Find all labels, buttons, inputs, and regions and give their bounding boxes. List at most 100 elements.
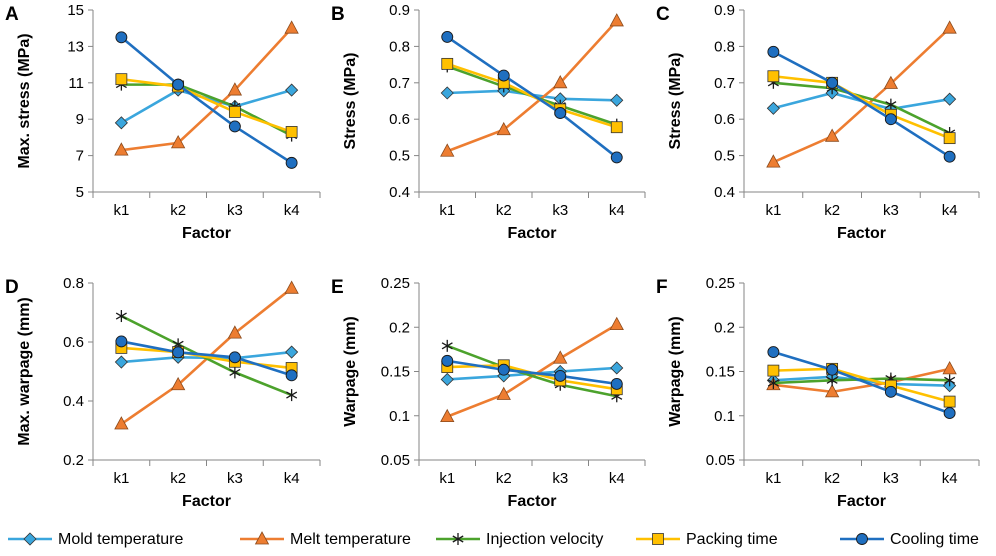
series-line — [120, 36, 293, 164]
y-tick-label: 0.2 — [389, 319, 410, 336]
x-tick-label: k3 — [552, 202, 568, 219]
legend-marker — [254, 531, 270, 545]
x-tick-label: k3 — [883, 202, 899, 219]
data-point — [440, 408, 455, 423]
series-line — [772, 27, 951, 164]
data-point — [883, 75, 899, 89]
data-point — [767, 377, 779, 390]
series-cooling-time — [115, 335, 298, 382]
x-tick-label: k2 — [170, 202, 186, 219]
data-point — [115, 31, 128, 44]
legend-label: Melt temperature — [290, 531, 411, 548]
data-point — [440, 372, 454, 387]
data-point — [943, 150, 956, 163]
data-point — [170, 376, 186, 391]
y-tick-label: 0.5 — [389, 148, 410, 165]
data-point — [229, 366, 241, 379]
panel-letter: C — [656, 4, 670, 25]
data-point — [285, 83, 299, 97]
series-line — [772, 350, 951, 415]
data-point — [441, 30, 454, 43]
y-axis-title: Warpage (mm) — [667, 316, 684, 427]
y-tick-label: 0.9 — [389, 2, 410, 19]
data-point — [824, 384, 840, 398]
data-point — [285, 126, 298, 138]
data-point — [826, 363, 839, 376]
y-axis-title: Warpage (mm) — [342, 316, 359, 427]
x-tick-label: k1 — [765, 202, 781, 219]
x-tick-label: k1 — [439, 470, 455, 487]
y-axis-title: Max. warpage (mm) — [16, 297, 33, 445]
y-tick-label: 0.05 — [381, 452, 410, 469]
data-point — [609, 13, 624, 27]
y-tick-label: 7 — [76, 148, 84, 165]
x-axis-title: Factor — [182, 493, 231, 510]
data-point — [610, 121, 623, 134]
data-point — [610, 93, 624, 107]
legend-item-cooling-time: Cooling time — [840, 531, 979, 548]
data-point — [824, 128, 840, 142]
x-tick-label: k1 — [113, 470, 129, 487]
panel-d: D 0.2 0.4 0.6 0.8 k1 k2 k3 k4 Factor Max. warpage … — [5, 275, 321, 510]
x-tick-label: k4 — [609, 202, 625, 219]
panel-letter: D — [5, 277, 19, 298]
series-cooling-time — [767, 45, 956, 163]
data-point — [227, 325, 243, 339]
x-tick-label: k4 — [284, 202, 300, 219]
data-point — [285, 156, 298, 169]
data-point — [942, 20, 957, 34]
data-point — [497, 69, 510, 82]
series-line — [446, 62, 618, 129]
data-point — [170, 135, 186, 149]
y-tick-label: 0.25 — [381, 275, 410, 292]
data-point — [285, 345, 299, 359]
data-point — [227, 82, 243, 96]
data-point — [943, 92, 957, 106]
y-tick-label: 0.25 — [706, 275, 735, 292]
series-line — [446, 20, 618, 153]
data-point — [172, 346, 185, 359]
data-point — [554, 369, 567, 382]
legend-item-melt-temperature: Melt temperature — [240, 531, 411, 548]
panel-f: F 0.05 0.1 0.15 0.2 0.25 k1 k2 k3 k4 Factor Warpage… — [656, 275, 980, 510]
series-line — [446, 344, 618, 398]
data-point — [286, 389, 298, 402]
x-axis-title: Factor — [837, 493, 886, 510]
y-axis-title: Stress (MPa) — [667, 53, 684, 150]
x-tick-label: k2 — [824, 202, 840, 219]
x-axis-title: Factor — [508, 225, 557, 242]
data-point — [496, 121, 511, 136]
series-line — [121, 83, 293, 137]
data-point — [172, 78, 185, 91]
legend: Mold temperature Melt temperature Injectio… — [8, 531, 979, 548]
y-tick-label: 0.15 — [381, 364, 410, 381]
legend-marker — [452, 533, 464, 545]
y-tick-label: 0.7 — [389, 75, 410, 92]
panel-letter: B — [331, 4, 345, 25]
data-point — [767, 45, 780, 58]
data-point — [228, 120, 241, 133]
data-point — [115, 310, 127, 323]
panel-b: B 0.4 0.5 0.6 0.7 0.8 0.9 k1 k2 k3 k4 Factor Stress … — [331, 2, 646, 242]
data-point — [943, 395, 956, 408]
y-tick-label: 0.1 — [389, 408, 410, 425]
legend-item-mold-temperature: Mold temperature — [8, 531, 183, 548]
legend-marker — [23, 532, 37, 546]
series-line — [121, 27, 293, 152]
series-melt-temperature — [114, 20, 299, 156]
legend-marker — [856, 533, 868, 545]
series-cooling-time — [115, 31, 298, 169]
y-tick-label: 0.15 — [706, 364, 735, 381]
y-tick-label: 0.9 — [714, 2, 735, 19]
data-point — [114, 142, 129, 156]
data-point — [826, 374, 838, 387]
series-injection-velocity — [441, 339, 623, 403]
y-tick-label: 0.8 — [389, 38, 410, 55]
y-axis-title: Stress (MPa) — [342, 53, 359, 150]
data-point — [228, 351, 241, 364]
data-point — [884, 113, 897, 126]
series-cooling-time — [767, 346, 956, 420]
data-point — [610, 151, 623, 164]
data-point — [114, 416, 129, 430]
